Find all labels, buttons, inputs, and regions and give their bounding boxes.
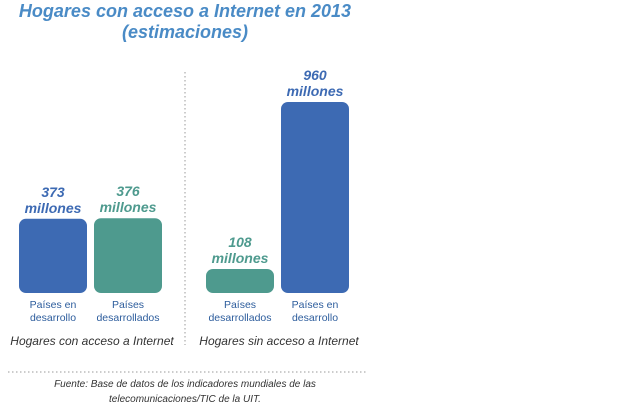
category-label-0-0-1: desarrollo <box>30 312 76 324</box>
bar-0-1 <box>94 218 162 293</box>
bar-value-unit-0-0: millones <box>25 200 82 216</box>
category-label-0-1-0: Países <box>112 299 144 311</box>
category-label-0-0-0: Países en <box>30 299 77 311</box>
source-note-line-1: Fuente: Base de datos de los indicadores… <box>54 379 316 390</box>
bar-value-1-1: 960 <box>303 67 327 83</box>
group-label-1: Hogares sin acceso a Internet <box>199 334 359 348</box>
category-label-1-1-1: desarrollo <box>292 312 338 324</box>
chart-subtitle: (estimaciones) <box>122 22 248 42</box>
category-label-1-0-1: desarrollados <box>208 312 271 324</box>
bar-1-1 <box>281 102 349 293</box>
bar-value-unit-0-1: millones <box>100 199 157 215</box>
bar-value-unit-1-0: millones <box>212 250 269 266</box>
source-note-line-2: telecomunicaciones/TIC de la UIT. <box>109 394 261 405</box>
category-label-1-1-0: Países en <box>292 299 339 311</box>
chart-title: Hogares con acceso a Internet en 2013 <box>19 1 351 21</box>
category-label-0-1-1: desarrollados <box>96 312 159 324</box>
bar-value-unit-1-1: millones <box>287 83 344 99</box>
bar-value-0-1: 376 <box>116 183 140 199</box>
bar-value-0-0: 373 <box>41 184 65 200</box>
category-label-1-0-0: Países <box>224 299 256 311</box>
bar-value-1-0: 108 <box>228 234 252 250</box>
bar-1-0 <box>206 269 274 293</box>
bar-0-0 <box>19 218 87 293</box>
group-label-0: Hogares con acceso a Internet <box>10 334 174 348</box>
